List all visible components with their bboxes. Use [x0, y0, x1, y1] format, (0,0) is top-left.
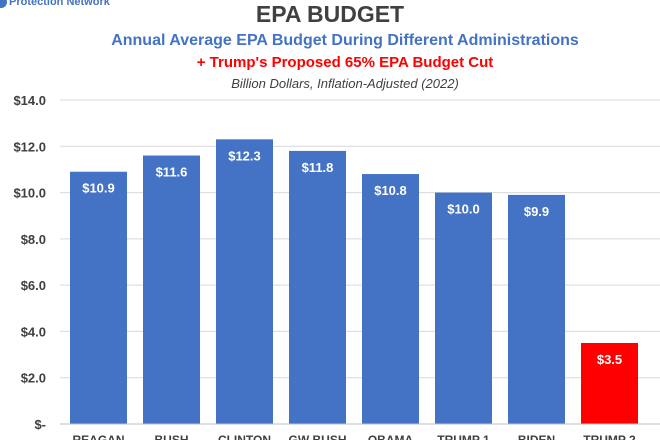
bar	[216, 139, 273, 425]
bar-value-label: $11.6	[156, 165, 188, 180]
chart-subtitle-cut: + Trump's Proposed 65% EPA Budget Cut	[196, 54, 494, 71]
x-category-label: TRUMP 1	[437, 433, 490, 440]
x-category-label: REAGAN	[72, 433, 124, 440]
chart-title: EPA BUDGET	[255, 1, 405, 27]
x-category-label: BIDEN	[518, 433, 555, 440]
bar	[143, 155, 200, 425]
bar-value-label: $10.0	[447, 202, 480, 217]
x-category-label: OBAMA	[368, 433, 414, 440]
bar-value-label: $10.8	[374, 183, 407, 198]
bar	[289, 150, 346, 424]
y-tick-label: $2.0	[21, 371, 46, 386]
y-tick-label: $6.0	[21, 278, 46, 293]
x-category-label: BUSH	[154, 433, 188, 440]
y-tick-label: $4.0	[21, 324, 46, 339]
bar	[508, 194, 565, 424]
y-tick-label: $-	[34, 417, 46, 432]
bar-value-label: $11.8	[302, 160, 334, 175]
bar-value-label: $10.9	[82, 181, 115, 196]
x-category-label: CLINTON	[218, 433, 271, 440]
bar	[581, 343, 638, 424]
bar	[362, 174, 419, 424]
bar-value-label: $3.5	[597, 352, 622, 367]
units-note: Billion Dollars, Inflation-Adjusted (202…	[231, 76, 459, 91]
x-category-label: TRUMP 2	[583, 433, 636, 440]
logo-icon	[0, 0, 7, 9]
x-category-label: GW BUSH	[289, 433, 347, 440]
bar	[435, 192, 492, 424]
bar-value-label: $9.9	[524, 204, 549, 219]
chart-subtitle: Annual Average EPA Budget During Differe…	[111, 32, 579, 49]
y-tick-label: $14.0	[13, 93, 46, 108]
bar-value-label: $12.3	[228, 148, 261, 163]
y-tick-label: $8.0	[21, 232, 46, 247]
bar	[70, 171, 127, 424]
org-name: Protection Network	[9, 0, 110, 8]
y-tick-label: $10.0	[13, 186, 46, 201]
org-logo-text: Protection Network	[0, 0, 110, 9]
y-tick-label: $12.0	[13, 139, 46, 154]
